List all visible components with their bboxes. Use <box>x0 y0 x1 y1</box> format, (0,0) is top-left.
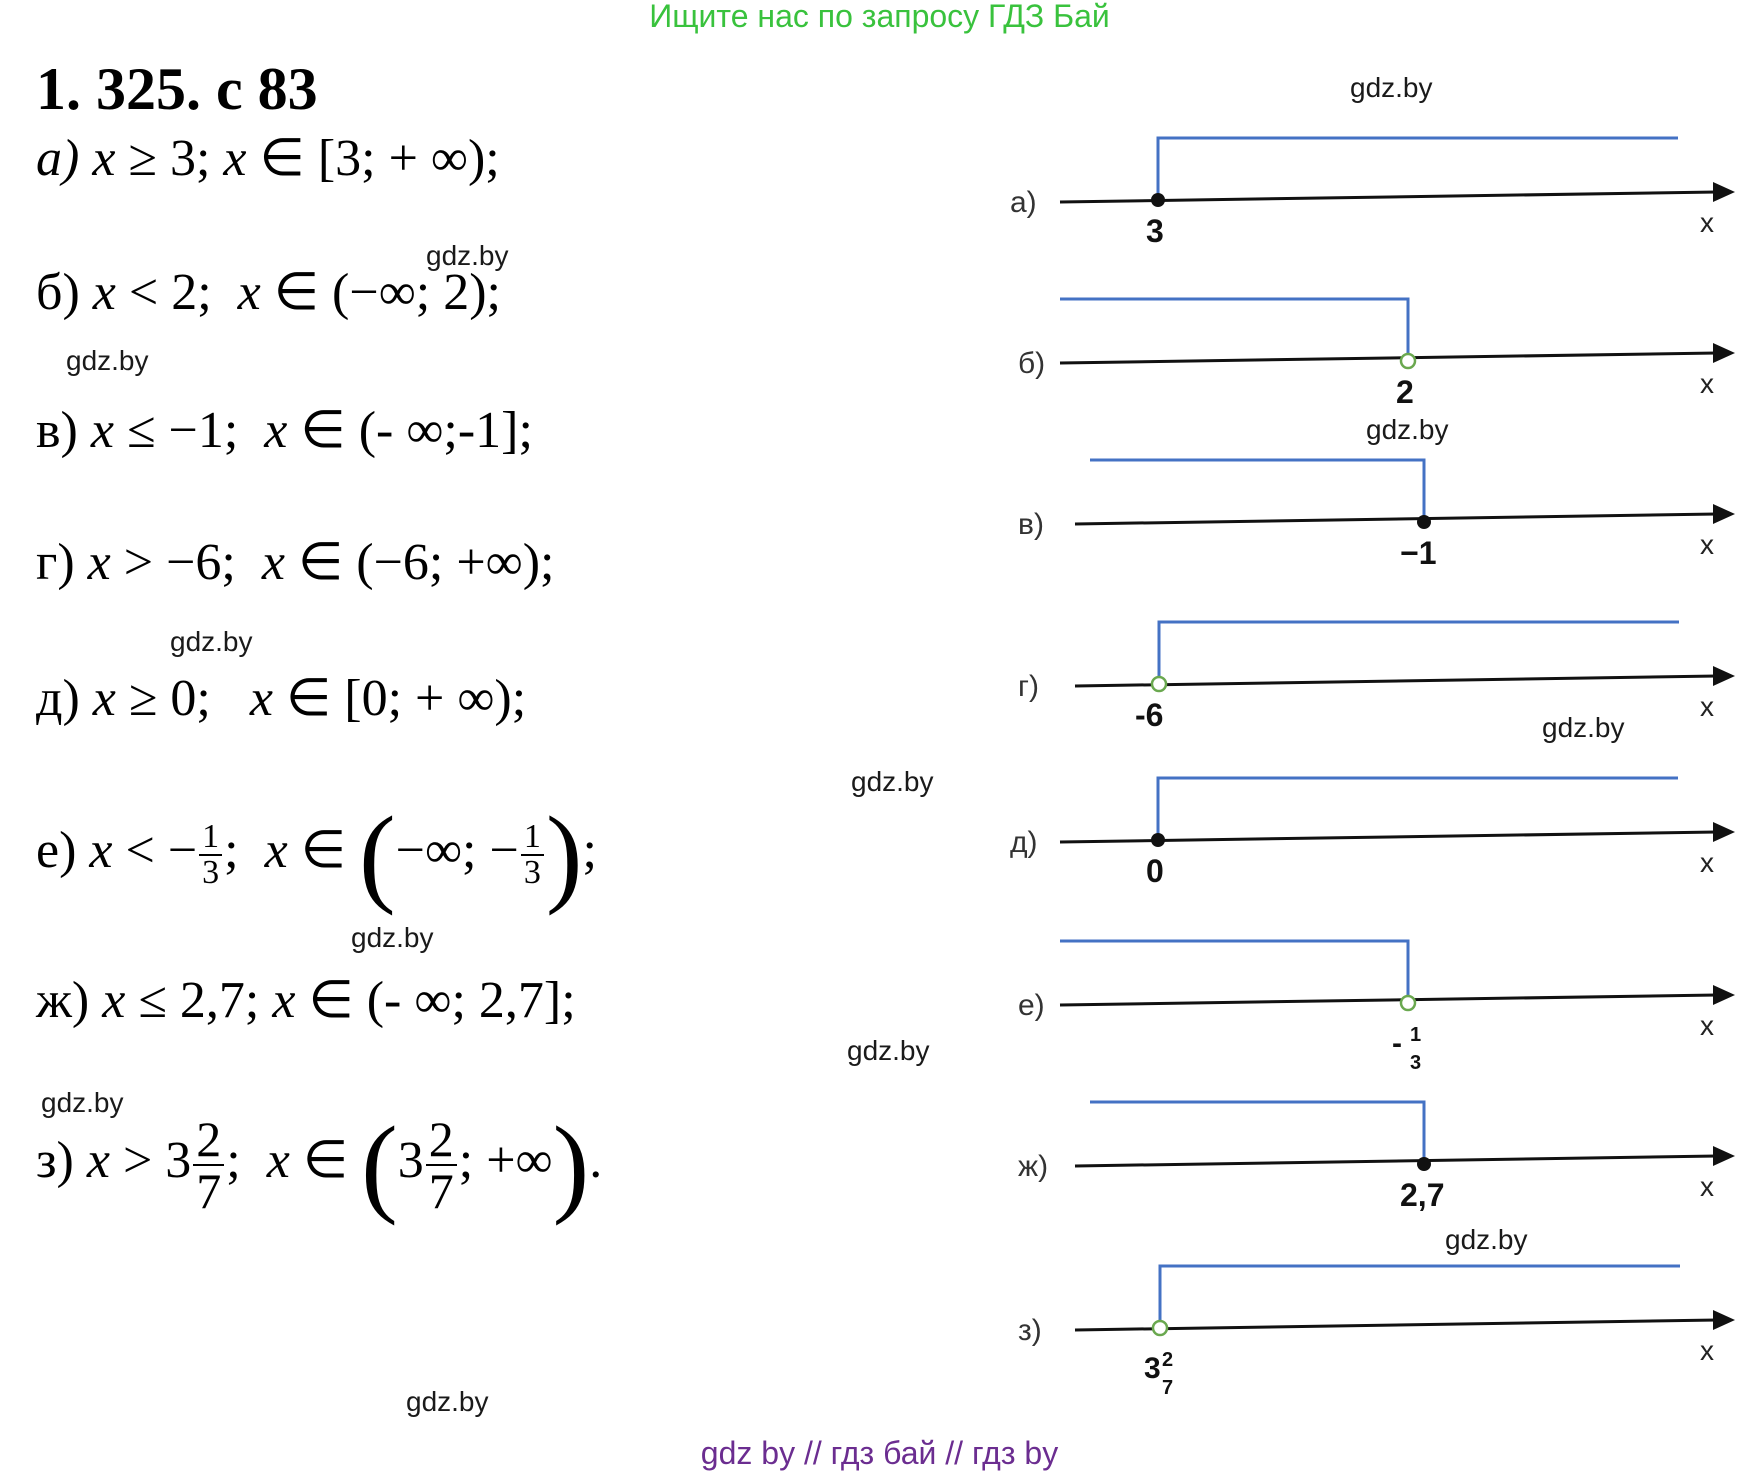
open-point <box>1399 352 1417 370</box>
solution-bracket <box>1156 776 1678 840</box>
number-line-label: е) <box>1018 989 1045 1022</box>
watermark: gdz.by <box>41 1087 124 1118</box>
axis-line <box>1074 1154 1718 1168</box>
exercise-title: 1. 325. с 83 <box>36 56 318 122</box>
watermark: gdz.by <box>66 345 149 376</box>
solution-bracket <box>1060 939 1410 1003</box>
watermark: gdz.by <box>847 1035 930 1066</box>
number-line-label: г) <box>1018 670 1039 703</box>
point-label: −1 <box>1400 535 1436 571</box>
point-label-denominator: 7 <box>1162 1377 1173 1399</box>
point-label: 2 <box>1396 374 1414 410</box>
closed-point <box>1151 833 1165 847</box>
point-label-denominator: 3 <box>1410 1052 1421 1074</box>
watermark: gdz.by <box>351 922 434 953</box>
number-line-label: з) <box>1018 1314 1042 1347</box>
axis-label: x <box>1700 207 1714 238</box>
solution-bracket <box>1156 136 1678 200</box>
solution-z: з) x > 3 2 7; x ∈ (3 2 7; +∞). <box>36 1104 603 1226</box>
point-label: 3 <box>1144 1352 1161 1385</box>
number-line-label: в) <box>1018 508 1044 541</box>
axis-label: x <box>1700 691 1714 722</box>
axis-label: x <box>1700 847 1714 878</box>
point-label-numerator: 1 <box>1410 1024 1421 1046</box>
axis-arrow <box>1713 1146 1735 1166</box>
axis-label: x <box>1700 529 1714 560</box>
axis-arrow <box>1713 985 1735 1005</box>
axis-line <box>1074 1318 1718 1332</box>
axis-arrow <box>1713 1310 1735 1330</box>
footer-links: gdz by // гдз бай // гдз by <box>700 1435 1059 1471</box>
number-line-label: ж) <box>1018 1150 1048 1183</box>
closed-point <box>1417 1157 1431 1171</box>
closed-point <box>1417 515 1431 529</box>
search-banner: Ищите нас по запросу ГДЗ Бай <box>649 0 1110 34</box>
axis-label: x <box>1700 1171 1714 1202</box>
number-line-label: д) <box>1010 826 1038 859</box>
solution-bracket <box>1090 458 1426 522</box>
solution-d: д) x ≥ 0; x ∈ [0; + ∞); <box>36 670 527 727</box>
solution-e: е) x < −1 3; x ∈ (−∞; −1 3); <box>36 794 597 916</box>
watermark: gdz.by <box>1542 712 1625 743</box>
point-label: 2,7 <box>1400 1177 1444 1213</box>
axis-line <box>1074 674 1718 688</box>
solution-v: в) x ≤ −1; x ∈ (- ∞;-1]; <box>36 402 533 459</box>
axis-line <box>1059 190 1718 204</box>
solution-bracket <box>1158 1264 1680 1328</box>
point-label: 0 <box>1146 853 1164 889</box>
point-label-numerator: 2 <box>1162 1349 1173 1371</box>
axis-line <box>1074 512 1718 526</box>
solution-bracket <box>1090 1100 1426 1164</box>
axis-line <box>1059 351 1718 365</box>
axis-label: x <box>1700 1010 1714 1041</box>
number-line-label: б) <box>1018 347 1045 380</box>
open-point <box>1150 675 1168 693</box>
axis-line <box>1059 830 1718 844</box>
point-label: - <box>1392 1027 1402 1060</box>
closed-point <box>1151 193 1165 207</box>
point-label: 3 <box>1146 213 1164 249</box>
axis-arrow <box>1713 666 1735 686</box>
open-point <box>1151 1319 1169 1337</box>
axis-arrow <box>1713 504 1735 524</box>
watermark: gdz.by <box>426 240 509 271</box>
axis-arrow <box>1713 182 1735 202</box>
solution-a: а) x ≥ 3; x ∈ [3; + ∞); <box>36 130 500 187</box>
watermark: gdz.by <box>851 766 934 797</box>
open-point <box>1399 994 1417 1012</box>
solution-bracket <box>1060 297 1410 361</box>
watermark: gdz.by <box>1366 414 1449 445</box>
watermark: gdz.by <box>406 1386 489 1417</box>
axis-arrow <box>1713 822 1735 842</box>
solution-zh: ж) x ≤ 2,7; x ∈ (- ∞; 2,7]; <box>36 972 576 1029</box>
axis-label: x <box>1700 368 1714 399</box>
axis-line <box>1059 993 1718 1007</box>
watermark: gdz.by <box>1350 72 1433 103</box>
solution-b: б) x < 2; x ∈ (−∞; 2); <box>36 264 501 321</box>
axis-arrow <box>1713 343 1735 363</box>
axis-label: x <box>1700 1335 1714 1366</box>
solution-bracket <box>1157 620 1679 684</box>
number-line-label: а) <box>1010 186 1037 219</box>
solution-g: г) x > −6; x ∈ (−6; +∞); <box>36 534 555 591</box>
watermark: gdz.by <box>1445 1224 1528 1255</box>
point-label: -6 <box>1135 697 1163 733</box>
watermark: gdz.by <box>170 626 253 657</box>
